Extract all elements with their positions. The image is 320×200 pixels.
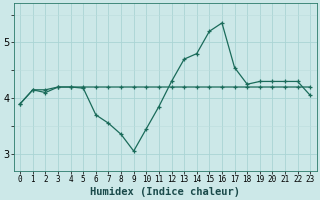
X-axis label: Humidex (Indice chaleur): Humidex (Indice chaleur) [90, 186, 240, 197]
